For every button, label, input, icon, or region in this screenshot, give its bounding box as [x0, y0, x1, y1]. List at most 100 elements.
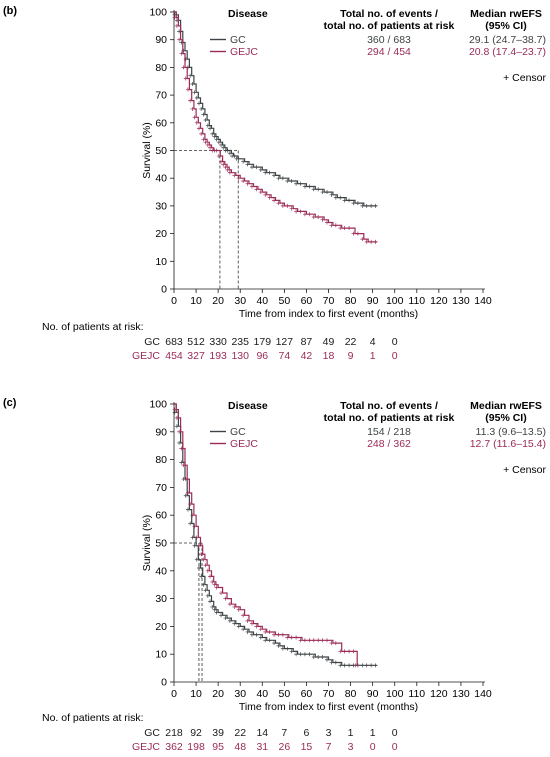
x-tick-label: 20 [212, 295, 224, 307]
x-tick-label: 0 [171, 295, 177, 307]
x-tick-label: 50 [279, 688, 291, 700]
censor-mark [214, 148, 219, 153]
censor-mark [316, 187, 321, 192]
legend-events-header: Total no. of events / [340, 400, 438, 412]
censor-mark [245, 162, 250, 167]
censor-mark [298, 209, 303, 214]
at-risk-value: 683 [165, 336, 183, 348]
censor-mark [369, 239, 374, 244]
censor-mark [212, 582, 217, 587]
censor-mark [190, 82, 195, 87]
censor-mark [311, 214, 316, 219]
at-risk-value: 127 [276, 336, 294, 348]
censor-mark [272, 198, 277, 203]
at-risk-value: 14 [256, 727, 268, 739]
at-risk-value: 9 [348, 350, 354, 362]
legend-events-header: total no. of patients at risk [324, 20, 455, 32]
censor-mark [294, 209, 299, 214]
censor-mark [320, 190, 325, 195]
legend-label-gejc: GEJC [230, 46, 258, 58]
curve-gejc [174, 11, 378, 243]
legend-events-gc: 154 / 218 [367, 426, 411, 438]
censor-mark [192, 543, 197, 548]
censor-mark [181, 463, 186, 468]
censor-mark [355, 201, 360, 206]
censor-mark [188, 521, 193, 526]
censor-mark [329, 192, 334, 197]
x-tick-label: 110 [408, 295, 425, 307]
x-tick-label: 130 [452, 295, 470, 307]
x-tick-label: 60 [301, 688, 313, 700]
y-tick-label: 30 [155, 593, 167, 605]
y-axis-label: Survival (%) [141, 515, 153, 572]
at-risk-row-label-gejc: GEJC [132, 350, 160, 362]
censor-mark [199, 131, 204, 136]
censor-mark [190, 535, 195, 540]
censor-mark [199, 106, 204, 111]
censor-mark [192, 90, 197, 95]
censor-mark [219, 159, 224, 164]
censor-mark [172, 407, 177, 412]
panel-label: (b) [3, 5, 17, 17]
censor-mark [241, 178, 246, 183]
at-risk-value: 235 [231, 336, 249, 348]
censor-mark [333, 660, 338, 665]
at-risk-value: 49 [323, 336, 335, 348]
censor-mark [210, 604, 215, 609]
y-tick-label: 40 [155, 173, 167, 185]
censor-mark [203, 118, 208, 123]
censor-mark [347, 649, 352, 654]
censor-mark [241, 613, 246, 618]
y-tick-label: 20 [155, 621, 167, 633]
censor-marks-gejc [172, 15, 378, 244]
censor-mark [219, 591, 224, 596]
y-tick-label: 10 [155, 649, 167, 661]
at-risk-value: 15 [301, 741, 313, 753]
at-risk-value: 96 [256, 350, 268, 362]
censor-mark [280, 632, 285, 637]
censor-mark [236, 607, 241, 612]
censor-mark [360, 663, 365, 668]
censor-mark [333, 223, 338, 228]
censor-mark [212, 607, 217, 612]
legend: Disease Total no. of events /total no. of… [210, 8, 546, 84]
at-risk-value: 3 [348, 741, 354, 753]
at-risk-value: 22 [234, 727, 246, 739]
censor-mark [294, 635, 299, 640]
censor-mark [258, 635, 263, 640]
censor-mark [185, 507, 190, 512]
legend-median-gc: 29.1 (24.7–38.7) [469, 34, 546, 46]
censor-mark [201, 112, 206, 117]
censor-mark [267, 195, 272, 200]
censor-mark [307, 652, 312, 657]
legend-median-gejc: 12.7 (11.6–15.4) [470, 438, 546, 450]
x-tick-label: 80 [345, 688, 357, 700]
legend-median-header: Median rwEFS [470, 400, 542, 412]
censor-mark [320, 638, 325, 643]
censor-mark [338, 649, 343, 654]
censor-mark [351, 231, 356, 236]
censor-mark [276, 632, 281, 637]
censor-mark [208, 599, 213, 604]
censor-mark [227, 170, 232, 175]
censor-mark [289, 178, 294, 183]
legend-median-header: (95% CI) [485, 20, 526, 32]
x-tick-label: 120 [430, 295, 448, 307]
y-axis-label: Survival (%) [141, 122, 153, 179]
censor-mark [316, 638, 321, 643]
censor-mark [249, 621, 254, 626]
censor-mark [338, 663, 343, 668]
censor-mark [201, 582, 206, 587]
censor-mark [333, 195, 338, 200]
legend-label-gejc: GEJC [230, 438, 258, 450]
censor-mark [307, 184, 312, 189]
censor-mark [232, 173, 237, 178]
censor-mark [177, 440, 182, 445]
censor-mark [347, 198, 352, 203]
y-tick-label: 0 [161, 284, 167, 296]
censor-mark [188, 98, 193, 103]
x-tick-label: 30 [234, 295, 246, 307]
censor-mark [307, 212, 312, 217]
censor-mark [205, 142, 210, 147]
